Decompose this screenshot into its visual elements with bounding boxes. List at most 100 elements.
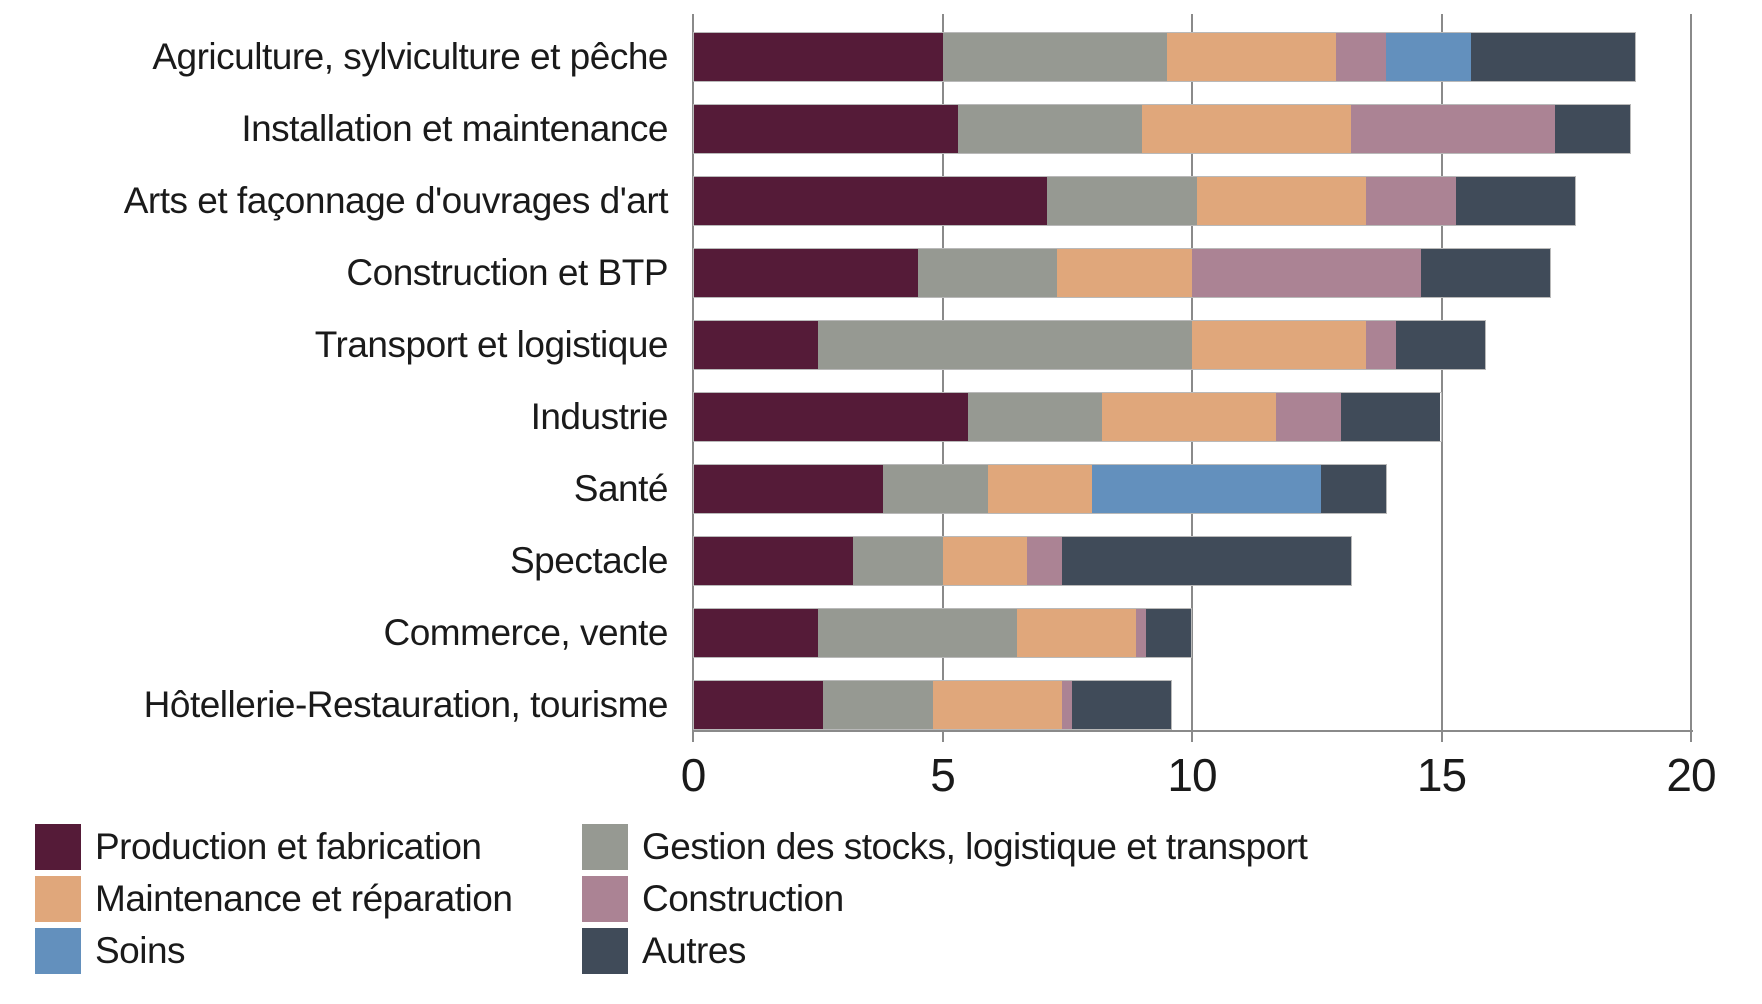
bar-segment xyxy=(932,681,1062,729)
bar-segment xyxy=(1395,321,1486,369)
bar-segment xyxy=(1146,609,1191,657)
bar-segment xyxy=(694,321,819,369)
legend-label: Autres xyxy=(642,930,746,971)
bar-row xyxy=(693,248,1552,298)
category-label: Arts et façonnage d'ouvrages d'art xyxy=(123,180,669,221)
x-axis-line xyxy=(693,730,1693,732)
legend-item: Production et fabrication xyxy=(35,824,512,870)
bar-segment xyxy=(1365,321,1396,369)
bar-segment xyxy=(853,537,943,585)
category-axis: Agriculture, sylviculture et pêche Instal… xyxy=(0,14,681,730)
bar-segment xyxy=(694,609,819,657)
legend-swatch xyxy=(582,824,628,870)
bar-segment xyxy=(818,321,1192,369)
bar-segment xyxy=(957,105,1143,153)
bar-segment xyxy=(918,249,1058,297)
legend-swatch xyxy=(582,876,628,922)
bar-segment xyxy=(1336,33,1387,81)
legend-item: Construction xyxy=(582,876,1307,922)
legend-item: Soins xyxy=(35,928,512,974)
category-label: Construction et BTP xyxy=(346,252,668,293)
bar-segment xyxy=(1142,105,1352,153)
x-tick-label: 20 xyxy=(1666,749,1716,801)
bar-segment xyxy=(1061,681,1072,729)
bar-segment xyxy=(1017,609,1137,657)
x-axis-tick xyxy=(941,730,944,742)
bar-segment xyxy=(1351,105,1556,153)
legend-column: Production et fabrication Maintenance et … xyxy=(35,824,513,980)
bar-segment xyxy=(1071,681,1171,729)
bar-segment xyxy=(1276,393,1341,441)
bar-segment xyxy=(818,609,1018,657)
bar-row xyxy=(693,536,1352,586)
bar-row xyxy=(693,392,1442,442)
bar-segment xyxy=(1092,465,1321,513)
gridline-0 xyxy=(692,14,694,730)
category-label: Hôtellerie-Restauration, tourisme xyxy=(143,684,669,725)
bar-row xyxy=(693,104,1632,154)
bar-segment xyxy=(1136,609,1147,657)
category-label: Transport et logistique xyxy=(314,324,669,365)
bar-segment xyxy=(1057,249,1192,297)
bar-row xyxy=(693,320,1487,370)
category-label: Santé xyxy=(573,468,669,509)
gridline-15 xyxy=(1440,14,1443,730)
legend-swatch xyxy=(35,824,81,870)
bar-segment xyxy=(1047,177,1197,225)
bar-segment xyxy=(694,465,884,513)
category-label: Installation et maintenance xyxy=(241,108,668,149)
bar-segment xyxy=(1320,465,1386,513)
bar-segment xyxy=(987,465,1093,513)
bar-segment xyxy=(694,249,919,297)
gridline-5 xyxy=(941,14,944,730)
x-tick-label: 5 xyxy=(930,749,956,801)
plot-area xyxy=(692,14,1692,730)
gridline-20 xyxy=(1690,14,1692,730)
legend-item: Maintenance et réparation xyxy=(35,876,513,922)
legend-swatch xyxy=(582,928,628,974)
x-tick-label: 0 xyxy=(680,749,707,801)
legend-item: Autres xyxy=(582,928,1307,974)
bar-segment xyxy=(1386,33,1471,81)
bar-row xyxy=(693,608,1192,658)
gridline-10 xyxy=(1191,14,1193,730)
bar-segment xyxy=(694,33,943,81)
bar-row xyxy=(693,680,1173,730)
bar-segment xyxy=(1196,177,1367,225)
category-label: Spectacle xyxy=(510,540,669,581)
bar-segment xyxy=(1470,33,1636,81)
legend-swatch xyxy=(35,876,81,922)
bar-segment xyxy=(1420,249,1551,297)
bar-segment xyxy=(1366,177,1456,225)
bar-segment xyxy=(1191,321,1366,369)
legend-label: Maintenance et réparation xyxy=(95,878,513,919)
bar-segment xyxy=(694,105,958,153)
bar-segment xyxy=(883,465,988,513)
bar-segment xyxy=(694,681,824,729)
bar-segment xyxy=(1340,393,1441,441)
x-axis-tick xyxy=(1440,730,1443,742)
x-tick-label: 15 xyxy=(1416,749,1467,801)
bar-segment xyxy=(1167,33,1337,81)
x-axis-tick xyxy=(1191,730,1193,742)
bar-row xyxy=(693,176,1577,226)
bar-segment xyxy=(1455,177,1576,225)
bar-segment xyxy=(694,177,1048,225)
legend-label: Production et fabrication xyxy=(95,826,482,867)
category-label: Commerce, vente xyxy=(383,612,669,653)
x-axis-tick xyxy=(692,730,694,742)
bar-row xyxy=(693,464,1387,514)
bar-segment xyxy=(1191,249,1421,297)
category-label: Agriculture, sylviculture et pêche xyxy=(152,36,668,77)
x-tick-label: 10 xyxy=(1167,749,1217,801)
legend-label: Gestion des stocks, logistique et transp… xyxy=(642,826,1308,867)
bar-segment xyxy=(694,537,854,585)
category-label: Industrie xyxy=(530,396,669,437)
bar-row xyxy=(693,32,1637,82)
bar-segment xyxy=(823,681,933,729)
bar-segment xyxy=(1062,537,1351,585)
bar-segment xyxy=(942,537,1028,585)
legend-label: Soins xyxy=(95,930,186,971)
bar-segment xyxy=(942,33,1168,81)
legend-item: Gestion des stocks, logistique et transp… xyxy=(582,824,1308,870)
